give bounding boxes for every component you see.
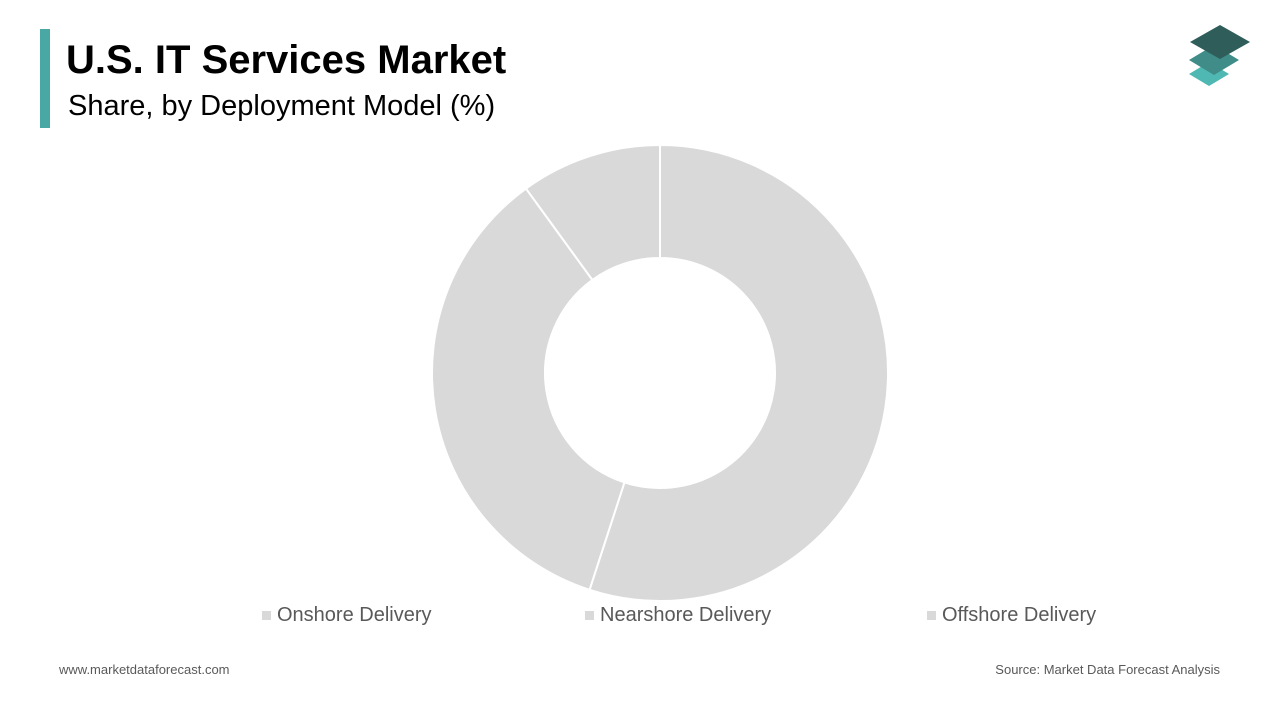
legend-swatch (262, 610, 271, 620)
donut-slice-nearshore-delivery (431, 187, 626, 592)
donut-slice-offshore-delivery (524, 143, 661, 282)
legend-swatch (927, 610, 936, 620)
legend-item: Onshore Delivery (262, 602, 432, 628)
logo-layer-top (1190, 25, 1250, 59)
footer-website: www.marketdataforecast.com (59, 662, 230, 677)
chart-legend: Onshore Delivery Nearshore Delivery Offsho… (0, 602, 1280, 628)
legend-label: Onshore Delivery (277, 603, 432, 626)
page-subtitle: Share, by Deployment Model (%) (68, 90, 496, 122)
legend-label: Nearshore Delivery (600, 603, 772, 626)
page-title: U.S. IT Services Market (66, 38, 507, 82)
layers-icon (1189, 25, 1250, 86)
title-accent-bar (40, 29, 50, 128)
donut-slice-onshore-delivery (588, 143, 889, 602)
legend-swatch (585, 610, 594, 620)
legend-item: Offshore Delivery (927, 602, 1096, 628)
legend-label: Offshore Delivery (942, 603, 1097, 626)
legend-item: Nearshore Delivery (585, 602, 771, 628)
footer-source: Source: Market Data Forecast Analysis (995, 662, 1220, 677)
